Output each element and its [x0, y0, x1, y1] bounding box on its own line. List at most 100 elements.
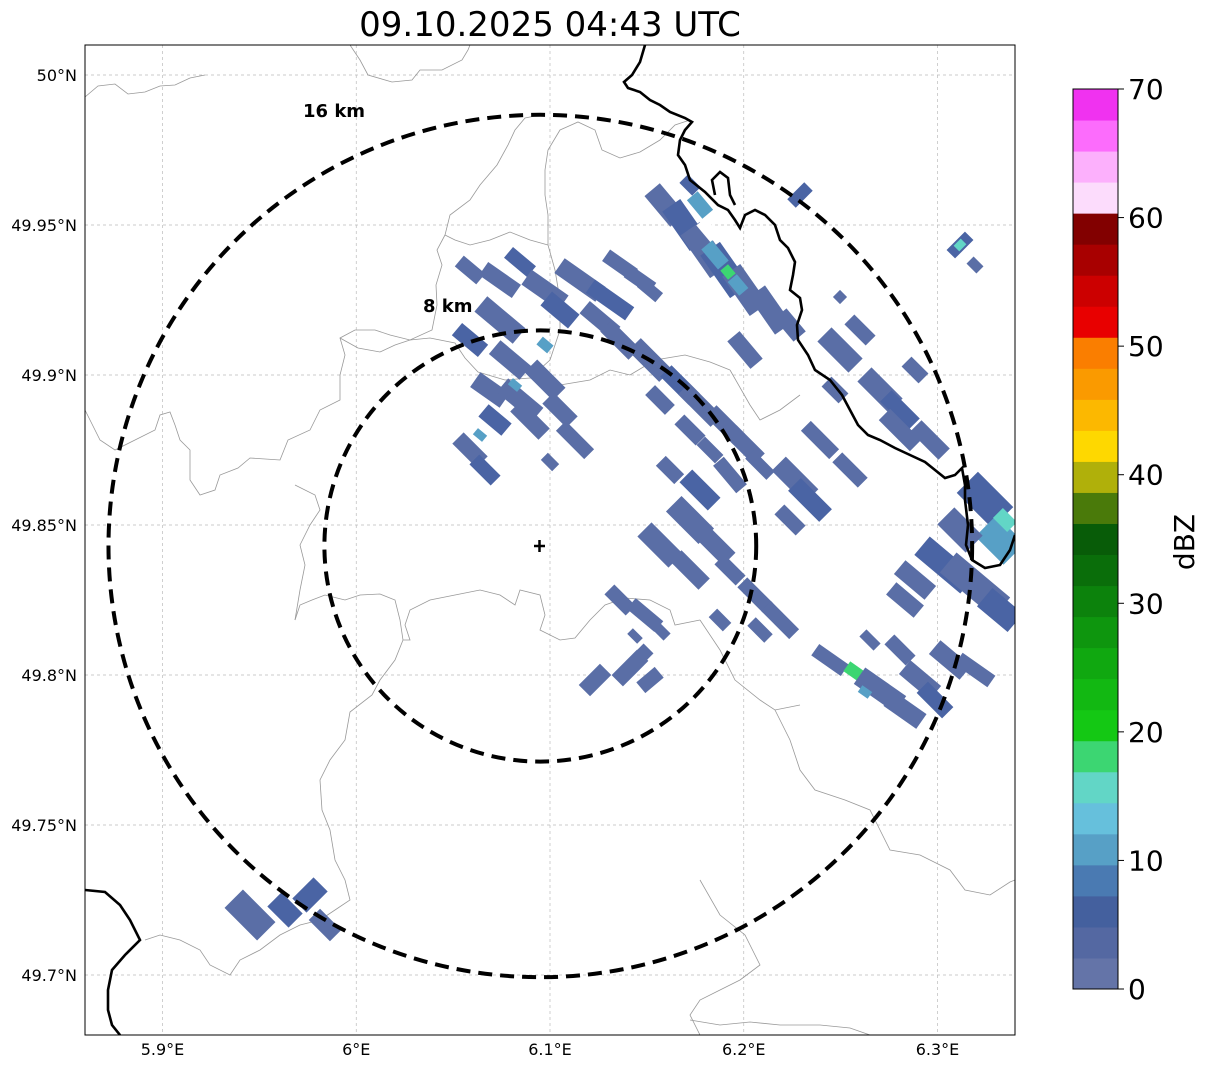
echo-cell	[679, 174, 701, 196]
x-tick-label: 6.1°E	[528, 1040, 572, 1059]
admin-border-line	[689, 879, 761, 1035]
colorbar-segment	[1073, 554, 1118, 587]
echo-cell	[510, 400, 550, 440]
echo-cell	[878, 408, 922, 452]
echo-cell	[224, 889, 276, 941]
colorbar-segment	[1073, 492, 1118, 524]
y-axis-ticks: 50°N 49.95°N 49.9°N 49.85°N 49.8°N 49.75°N 49.…	[11, 66, 77, 985]
y-tick-label: 49.95°N	[11, 216, 77, 235]
colorbar-segment	[1073, 771, 1118, 804]
echo-cell	[701, 240, 729, 270]
echo-cell	[637, 522, 683, 568]
echo-cell	[524, 359, 566, 401]
echo-cell	[844, 314, 876, 346]
y-tick-label: 49.7°N	[21, 966, 77, 985]
echo-cell	[507, 378, 523, 392]
colorbar-tick-label: 30	[1128, 587, 1164, 620]
echo-cell	[893, 560, 937, 600]
x-tick-label: 6.3°E	[916, 1040, 960, 1059]
echo-cell	[857, 685, 873, 699]
map-frame	[84, 44, 1016, 1036]
colorbar-segment	[1073, 833, 1118, 866]
echo-cell	[916, 681, 954, 719]
echo-cell	[832, 452, 868, 488]
colorbar-segment	[1073, 213, 1118, 245]
echo-cell	[670, 550, 710, 590]
colorbar-segment	[1073, 337, 1118, 369]
admin-border-line	[144, 639, 404, 976]
national-border-line	[710, 170, 737, 206]
admin-border-line	[85, 234, 446, 496]
echo-cell	[937, 507, 983, 553]
colorbar-segment	[1073, 151, 1118, 183]
x-tick-label: 6.2°E	[722, 1040, 766, 1059]
echo-cell	[454, 255, 486, 285]
colorbar-segment	[1073, 368, 1118, 400]
echo-cell	[720, 264, 736, 280]
colorbar-segment	[1073, 616, 1118, 649]
echo-cell	[747, 617, 773, 643]
colorbar-segment	[1073, 802, 1118, 835]
admin-border-line	[339, 337, 411, 353]
echo-cell	[504, 246, 536, 278]
echo-cell	[788, 478, 832, 522]
admin-border-line	[699, 619, 801, 711]
echo-cell	[774, 504, 806, 536]
echo-cell	[800, 420, 840, 460]
echo-cell	[954, 652, 996, 688]
echo-cell	[488, 340, 532, 380]
echo-cell	[975, 515, 1015, 565]
echo-cell	[992, 507, 1015, 533]
colorbar-segment	[1073, 678, 1118, 711]
y-tick-label: 49.85°N	[11, 516, 77, 535]
echo-cell	[578, 663, 612, 697]
admin-border-line	[294, 589, 701, 641]
echo-cell	[602, 249, 638, 281]
admin-border-line	[444, 114, 549, 246]
echo-cell	[655, 455, 685, 485]
colorbar-segment	[1073, 182, 1118, 214]
colorbar-segment	[1073, 957, 1118, 990]
echo-cell	[679, 469, 721, 511]
colorbar-segment	[1073, 430, 1118, 462]
y-tick-label: 50°N	[37, 66, 77, 85]
echo-cell	[470, 372, 510, 408]
echo-cell	[636, 643, 654, 661]
colorbar-segment	[1073, 895, 1118, 928]
colorbar-segment	[1073, 740, 1118, 773]
echo-cell	[611, 649, 649, 687]
echo-cell	[859, 629, 881, 651]
radar-center-marker	[534, 540, 545, 552]
colorbar-tick-label: 20	[1128, 716, 1164, 749]
colorbar-segment	[1073, 926, 1118, 959]
echo-cell	[832, 289, 848, 305]
echo-cell	[745, 450, 775, 480]
echo-cell	[901, 356, 929, 384]
y-tick-label: 49.8°N	[21, 666, 77, 685]
admin-border-line	[774, 709, 1015, 896]
colorbar-segment	[1073, 647, 1118, 680]
echo-cell	[817, 327, 863, 373]
echo-cell	[555, 420, 595, 460]
echo-cell	[627, 628, 643, 644]
echo-cell	[884, 634, 916, 666]
range-rings	[106, 112, 975, 980]
colorbar-tick-label: 10	[1128, 844, 1164, 877]
colorbar-segment	[1073, 585, 1118, 618]
admin-border-line	[294, 484, 321, 621]
colorbar-segment	[1073, 120, 1118, 152]
national-border-line	[622, 45, 1015, 570]
colorbar-segment	[1073, 523, 1118, 556]
x-tick-label: 5.9°E	[141, 1040, 185, 1059]
admin-border-line	[85, 74, 206, 98]
colorbar-tick-label: 60	[1128, 202, 1164, 235]
colorbar-segment	[1073, 275, 1118, 307]
echo-cell	[645, 385, 675, 415]
range-ring	[322, 328, 759, 764]
echo-cell	[479, 261, 521, 299]
echo-cell	[696, 436, 724, 464]
colorbar-tick-label: 0	[1128, 973, 1146, 1006]
echo-cell	[708, 608, 732, 632]
ring-label-8km: 8 km	[423, 296, 473, 317]
colorbar-segment	[1073, 244, 1118, 276]
